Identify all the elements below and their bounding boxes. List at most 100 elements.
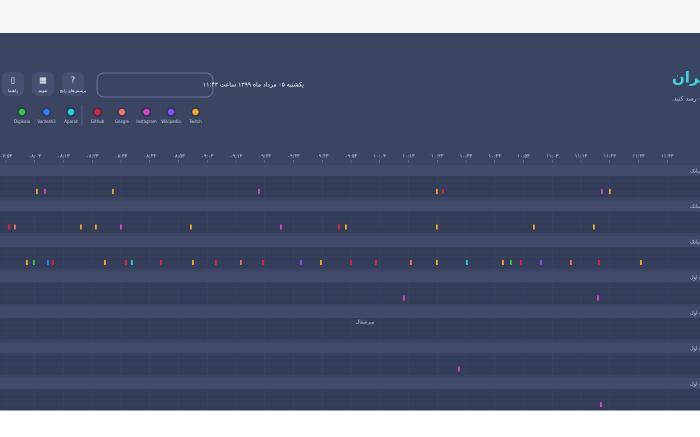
subtitle: در این صفحه می‌توانید وضعیت ارتباطات این… <box>672 94 700 103</box>
time-label: ۱۱:۴۳ <box>661 154 674 160</box>
row-label: شیراز - آسیاتک <box>690 239 700 246</box>
time-label: ۱۰:۴۳ <box>489 154 502 160</box>
time-label: ۰۹:۳۳ <box>287 154 300 160</box>
event-marker <box>104 260 106 265</box>
toolbar-button[interactable] <box>32 72 54 96</box>
row-label: مشهد - همراه اول <box>690 346 700 352</box>
legend-label: Github <box>91 119 105 124</box>
datetime-box <box>96 72 214 98</box>
time-label: ۰۹:۱۳ <box>230 154 243 160</box>
event-marker <box>33 260 35 265</box>
row-header <box>0 307 700 318</box>
event-marker <box>436 260 438 265</box>
time-label: ۰۹:۰۳ <box>201 154 214 160</box>
row-header <box>0 342 700 354</box>
event-marker <box>601 189 603 194</box>
event-marker <box>640 260 642 265</box>
time-label: ۰۹:۴۳ <box>316 154 329 160</box>
event-marker <box>215 260 217 265</box>
event-marker <box>600 402 602 407</box>
legend-label: Digikala <box>14 119 31 124</box>
row-header <box>0 200 700 212</box>
toolbar: ▯ راهنما ▦ تقویم? پرسش‌های رایج <box>2 72 86 96</box>
time-label: ۱۱:۱۳ <box>575 154 588 160</box>
event-marker <box>300 260 302 265</box>
event-marker <box>345 224 347 230</box>
legend-label: Google <box>115 119 130 124</box>
button-label: پرسش‌های رایج <box>60 88 86 93</box>
time-label: ۰۷:۵۳ <box>0 154 13 160</box>
legend-label: Aparat <box>64 119 78 124</box>
event-marker <box>120 224 122 230</box>
button-label: تقویم <box>39 88 48 93</box>
event-marker <box>190 224 192 230</box>
timeline: ۰۷:۵۳ ۰۸:۰۳ ۰۸:۱۳ ۰۸:۲۳ ۰۸:۳۳ ۰۸:۴۳ ۰۸:۵۳ ۰۹:۰۳… <box>0 154 700 411</box>
legend-dot <box>92 107 103 117</box>
event-marker <box>192 260 194 265</box>
legend-label: Wikipedia <box>161 119 181 124</box>
event-marker <box>609 189 611 194</box>
time-label: ۰۸:۳۳ <box>115 154 128 160</box>
event-marker <box>597 295 599 301</box>
row-label: تهران - آسیاتک <box>690 168 700 175</box>
legend-dot <box>41 107 52 117</box>
event-marker <box>258 189 260 194</box>
row-label: تهران - همراه اول <box>690 275 700 281</box>
event-marker <box>570 260 572 265</box>
event-marker <box>520 260 522 265</box>
legend-dot <box>166 107 176 117</box>
time-label: ۱۱:۲۳ <box>604 154 617 160</box>
time-label: ۱۱:۰۳ <box>546 154 559 160</box>
toolbar-button[interactable] <box>2 72 24 96</box>
event-marker <box>410 260 412 265</box>
row-header <box>0 271 700 283</box>
button-icon: ▯ <box>11 76 15 85</box>
event-marker <box>8 224 10 230</box>
event-marker <box>36 189 38 194</box>
legend-dot <box>117 107 127 117</box>
row-header <box>0 378 700 389</box>
time-label: ۱۰:۰۳ <box>374 154 387 160</box>
event-marker <box>47 260 49 265</box>
row-header <box>0 236 700 247</box>
event-marker <box>80 224 82 230</box>
event-marker <box>240 260 242 265</box>
event-marker <box>510 260 512 265</box>
button-icon: ▦ <box>39 76 47 85</box>
event-marker <box>320 260 322 265</box>
event-marker <box>338 224 340 230</box>
event-marker <box>436 224 438 230</box>
event-marker <box>540 260 542 265</box>
time-label: ۱۰:۵۳ <box>517 154 530 160</box>
event-marker <box>44 189 46 194</box>
event-marker <box>458 366 460 372</box>
legend-label: Twitch <box>188 119 202 124</box>
toolbar-button[interactable] <box>62 72 84 96</box>
event-marker <box>280 224 282 230</box>
event-marker <box>593 224 595 230</box>
time-label: ۰۹:۲۳ <box>259 154 272 160</box>
event-marker <box>125 260 127 265</box>
event-marker <box>262 260 264 265</box>
event-marker <box>350 260 352 265</box>
legend-dot <box>17 107 27 117</box>
legend-dot <box>66 107 76 117</box>
time-label: ۰۸:۱۳ <box>57 154 70 160</box>
event-marker <box>14 224 16 230</box>
button-icon: ? <box>71 76 75 85</box>
time-label: ۱۰:۲۳ <box>431 154 444 160</box>
time-label: ۱۰:۱۳ <box>402 154 415 160</box>
time-label: ۱۰:۳۳ <box>460 154 473 160</box>
legend-dot <box>141 107 152 117</box>
legend-dot <box>190 107 201 117</box>
time-label: ۰۸:۴۳ <box>144 154 157 160</box>
button-label: راهنما <box>8 88 18 93</box>
time-label: ۰۹:۵۳ <box>345 154 358 160</box>
row-note: میرشقال <box>356 320 375 326</box>
event-marker <box>112 189 114 194</box>
row-label: اصفهان - همراه اول <box>690 382 700 388</box>
row-label: تبریز - آسیاتک <box>690 203 700 210</box>
time-label: ۰۸:۲۳ <box>86 154 99 160</box>
